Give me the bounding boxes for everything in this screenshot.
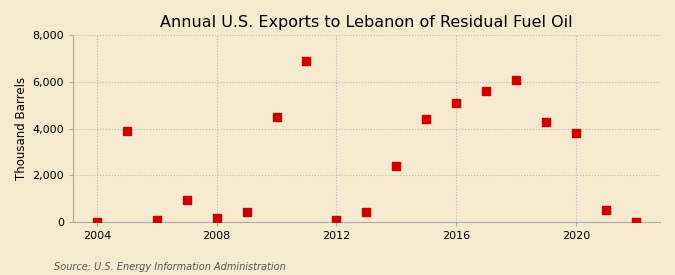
Point (91, 219, 102, 224)
Point (271, 115, 282, 119)
Title: Annual U.S. Exports to Lebanon of Residual Fuel Oil: Annual U.S. Exports to Lebanon of Residu… (160, 15, 572, 30)
Point (182, 197, 192, 202)
Y-axis label: Thousand Barrels: Thousand Barrels (15, 77, 28, 180)
Point (541, 119, 551, 124)
Point (421, 117, 432, 121)
Point (511, 77, 522, 82)
Point (301, 59, 312, 63)
Point (361, 210, 372, 214)
Point (331, 218, 342, 222)
Point (211, 215, 222, 220)
Point (601, 208, 612, 212)
Point (630, 219, 641, 224)
Point (151, 218, 162, 222)
Point (241, 210, 252, 214)
Point (122, 129, 132, 133)
Point (451, 101, 462, 105)
Point (571, 131, 582, 135)
Point (391, 164, 402, 168)
Text: Source: U.S. Energy Information Administration: Source: U.S. Energy Information Administ… (54, 262, 286, 272)
Point (481, 89, 491, 94)
